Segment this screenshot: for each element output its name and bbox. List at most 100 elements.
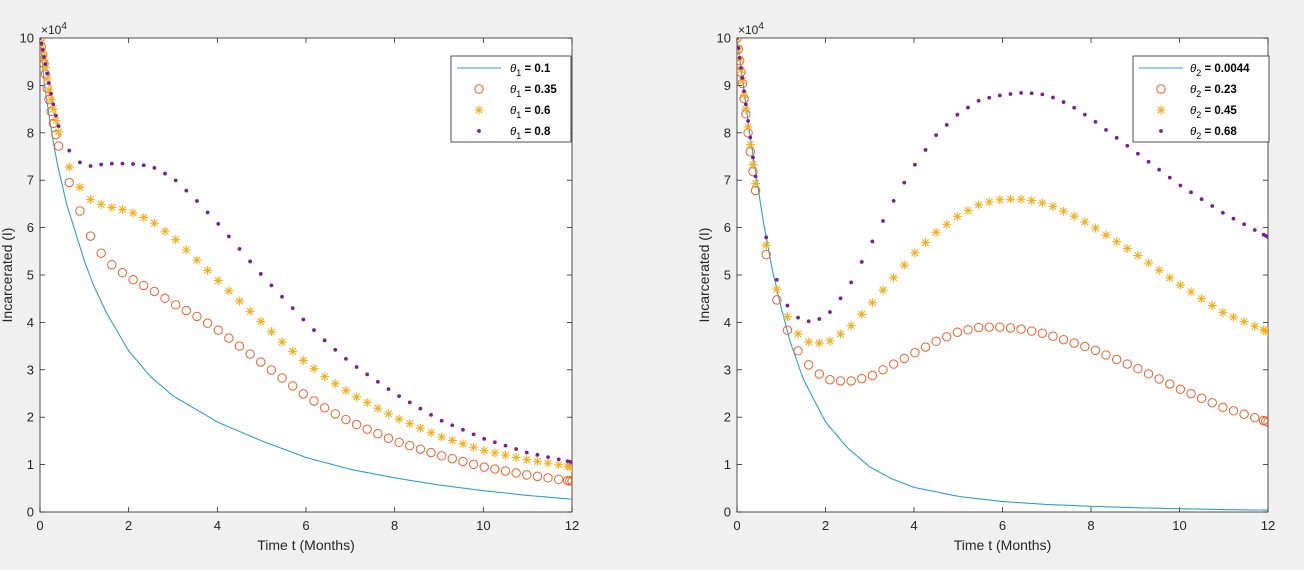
data-point bbox=[1144, 258, 1154, 268]
legend: θ1 = 0.1 θ1 = 0.35 θ1 = 0.6 θ1 = 0.8 bbox=[450, 55, 572, 143]
series-3 bbox=[40, 38, 572, 472]
series-line bbox=[737, 38, 1268, 511]
x-tick-label: 4 bbox=[910, 518, 917, 533]
data-point bbox=[535, 452, 540, 457]
data-point bbox=[976, 98, 981, 103]
data-point bbox=[995, 195, 1005, 205]
data-point bbox=[1101, 350, 1111, 360]
data-point bbox=[131, 162, 136, 166]
data-point bbox=[522, 470, 532, 480]
data-point bbox=[910, 348, 920, 358]
data-point bbox=[386, 387, 391, 392]
series-1 bbox=[737, 38, 1268, 511]
y-tick-label: 5 bbox=[27, 268, 34, 283]
data-point bbox=[835, 376, 846, 386]
data-point bbox=[1167, 175, 1172, 180]
data-point bbox=[290, 306, 295, 311]
data-point bbox=[490, 448, 500, 458]
data-point bbox=[1197, 294, 1207, 304]
data-point bbox=[203, 265, 213, 275]
data-point bbox=[320, 372, 330, 382]
data-point bbox=[269, 283, 274, 288]
legend-label: θ1 = 0.35 bbox=[510, 84, 557, 99]
data-point bbox=[828, 310, 832, 314]
legend-box bbox=[450, 55, 572, 143]
data-point bbox=[309, 364, 319, 374]
data-point bbox=[181, 305, 192, 316]
data-point bbox=[543, 473, 553, 483]
data-point bbox=[1122, 359, 1132, 369]
data-point bbox=[1090, 345, 1101, 356]
data-point bbox=[160, 226, 170, 236]
data-point bbox=[40, 47, 48, 57]
data-point bbox=[469, 442, 479, 452]
data-point bbox=[192, 255, 202, 265]
data-point bbox=[1263, 327, 1268, 337]
data-point bbox=[235, 296, 244, 306]
data-point bbox=[195, 199, 199, 203]
data-point bbox=[277, 337, 287, 347]
data-point bbox=[48, 104, 58, 114]
data-point bbox=[181, 245, 191, 255]
data-point bbox=[739, 65, 743, 70]
data-point bbox=[867, 370, 878, 381]
data-point bbox=[245, 349, 255, 359]
data-point bbox=[1239, 409, 1249, 419]
data-point bbox=[450, 423, 455, 428]
data-point bbox=[867, 298, 877, 308]
data-point bbox=[1016, 324, 1026, 334]
data-point bbox=[532, 456, 542, 466]
data-point bbox=[256, 317, 266, 327]
data-point bbox=[351, 419, 362, 430]
data-point bbox=[912, 162, 917, 167]
data-point bbox=[202, 318, 213, 328]
data-point bbox=[859, 260, 864, 264]
data-point bbox=[737, 76, 747, 86]
data-point bbox=[436, 451, 447, 461]
data-point bbox=[43, 62, 48, 66]
y-exponent-label: ×104 bbox=[738, 21, 764, 37]
data-point bbox=[546, 455, 550, 460]
data-point bbox=[923, 148, 928, 152]
data-point bbox=[461, 427, 465, 432]
data-point bbox=[997, 93, 1002, 98]
data-point bbox=[120, 161, 125, 166]
data-point bbox=[522, 455, 532, 465]
legend-label: θ1 = 0.8 bbox=[510, 126, 551, 141]
data-point bbox=[51, 115, 61, 125]
data-point bbox=[42, 55, 46, 59]
data-point bbox=[556, 457, 561, 462]
data-point bbox=[1005, 194, 1015, 204]
data-point bbox=[1093, 119, 1098, 124]
data-point bbox=[1154, 374, 1164, 384]
data-point bbox=[365, 372, 370, 377]
data-point bbox=[751, 155, 755, 160]
data-point bbox=[955, 112, 960, 117]
data-point bbox=[963, 206, 973, 216]
data-point bbox=[743, 122, 753, 132]
data-point bbox=[1263, 417, 1268, 427]
x-axis-label: Time t (Months) bbox=[954, 537, 1052, 553]
data-point bbox=[415, 423, 425, 433]
data-point bbox=[226, 234, 231, 239]
data-point bbox=[899, 260, 909, 270]
data-point bbox=[1189, 190, 1193, 195]
y-axis-label: Incarcerated (I) bbox=[0, 228, 15, 323]
data-point bbox=[75, 206, 85, 216]
data-point bbox=[1051, 95, 1055, 100]
data-point bbox=[1165, 273, 1175, 283]
data-point bbox=[298, 389, 309, 399]
data-point bbox=[511, 468, 521, 478]
data-point bbox=[741, 104, 751, 114]
data-point bbox=[46, 81, 51, 85]
data-point bbox=[774, 277, 779, 282]
data-point bbox=[1220, 210, 1225, 215]
data-point bbox=[45, 71, 49, 76]
data-point bbox=[1027, 326, 1037, 336]
data-point bbox=[415, 444, 426, 454]
data-point bbox=[1143, 369, 1154, 379]
data-point bbox=[817, 317, 822, 321]
y-tick-label: 10 bbox=[20, 31, 34, 46]
data-point bbox=[1112, 237, 1122, 247]
